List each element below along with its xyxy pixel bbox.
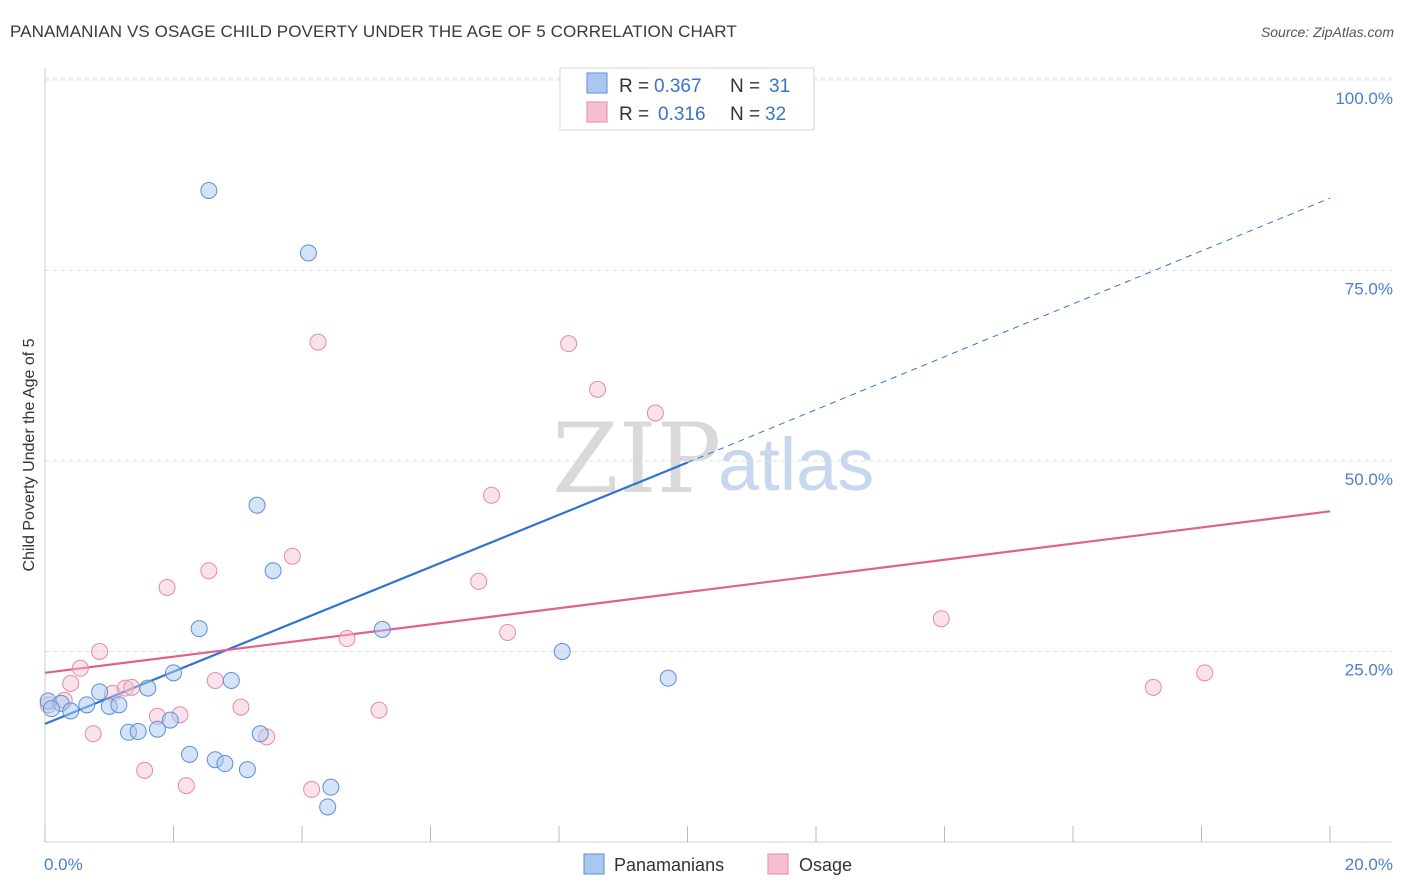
panamanians-point [129, 723, 147, 741]
osage-point [589, 380, 607, 398]
osage-point [470, 572, 488, 590]
panamanians-point [216, 755, 234, 773]
panamanians-point [222, 671, 240, 689]
osage-point [1196, 664, 1214, 682]
osage-point [309, 333, 327, 351]
osage-point [116, 679, 134, 697]
y-tick-label: 100.0% [1335, 89, 1393, 108]
panamanians-point [264, 562, 282, 580]
osage-point [62, 675, 80, 693]
watermark-atlas: atlas [718, 423, 874, 506]
legend-box: R = 0.367 N = 31 R = 0.316 N = 32 [559, 67, 815, 131]
osage-point [303, 780, 321, 798]
legend-n-value: 31 [769, 76, 790, 97]
osage-point [370, 701, 388, 719]
osage-point [123, 678, 141, 696]
osage-point [646, 404, 664, 422]
gridlines [45, 77, 1392, 652]
panamanians-point [62, 702, 80, 720]
panamanians-point [659, 669, 677, 687]
panamanians-point [139, 679, 157, 697]
osage-point [283, 547, 301, 565]
bottom-legend-label: Osage [799, 855, 852, 875]
panamanians-point [110, 696, 128, 714]
y-axis-title: Child Poverty Under the Age of 5 [21, 338, 38, 571]
legend-n-value: 32 [765, 104, 786, 125]
legend-swatch-panamanians [586, 72, 608, 94]
osage-point [91, 643, 109, 660]
legend-r-label: R = [619, 104, 649, 125]
osage-point [560, 335, 578, 353]
panamanians-point [200, 181, 218, 199]
osage-point [206, 671, 224, 689]
osage-point [71, 659, 89, 677]
osage-trend-line [44, 510, 1331, 674]
osage-point [232, 698, 250, 716]
bottom-legend-swatch-panamanians [583, 853, 605, 875]
y-tick-label: 75.0% [1345, 280, 1393, 299]
panamanians-point [42, 700, 60, 718]
source-credit: Source: ZipAtlas.com [1260, 24, 1394, 40]
x-tick-label: 20.0% [1345, 855, 1393, 874]
panamanians-point [322, 778, 340, 796]
osage-point [483, 486, 501, 504]
legend-r-value: 0.367 [654, 76, 702, 97]
panamanians-point [91, 683, 109, 701]
panamanians-trend-line [44, 461, 688, 725]
osage-point [177, 777, 195, 795]
legend-swatch-osage [586, 101, 608, 123]
bottom-legend: Panamanians Osage [583, 853, 852, 875]
panamanians-point [299, 244, 317, 262]
osage-point [499, 623, 517, 641]
bottom-legend-label: Panamanians [614, 855, 724, 875]
panamanians-point [238, 761, 256, 779]
y-axis-tick-labels: 25.0% 50.0% 75.0% 100.0% [1335, 89, 1393, 680]
legend-n-label: N = [730, 104, 760, 125]
x-tick-label: 0.0% [44, 855, 83, 874]
panamanians-point [248, 496, 266, 514]
osage-point [338, 630, 356, 648]
panamanians-point [319, 798, 337, 816]
panamanians-point [165, 664, 182, 682]
watermark-zip: ZIP [552, 403, 721, 515]
legend-n-label: N = [730, 76, 760, 97]
chart-title: PANAMANIAN VS OSAGE CHILD POVERTY UNDER … [10, 22, 737, 41]
panamanians-trend-projection [687, 197, 1331, 463]
osage-point [932, 610, 950, 628]
osage-point [136, 761, 154, 779]
y-tick-label: 50.0% [1345, 470, 1393, 489]
x-axis-tick-labels: 0.0% 20.0% [44, 855, 1393, 874]
panamanians-point [190, 620, 208, 638]
osage-point [84, 725, 102, 743]
panamanians-point [553, 643, 571, 660]
legend-r-label: R = [619, 76, 649, 97]
osage-point [158, 578, 176, 596]
panamanians-point [251, 725, 269, 743]
osage-point [1144, 678, 1162, 696]
panamanians-point [161, 711, 179, 729]
trend-lines [44, 197, 1331, 725]
y-tick-label: 25.0% [1345, 661, 1393, 680]
legend-r-value: 0.316 [658, 104, 706, 125]
watermark: ZIP atlas [552, 403, 874, 515]
panamanians-point [78, 696, 96, 714]
bottom-legend-swatch-osage [767, 853, 789, 875]
panamanians-point [373, 620, 391, 638]
panamanians-point [181, 745, 199, 763]
osage-point [200, 562, 218, 580]
panamanians-point [148, 720, 166, 738]
